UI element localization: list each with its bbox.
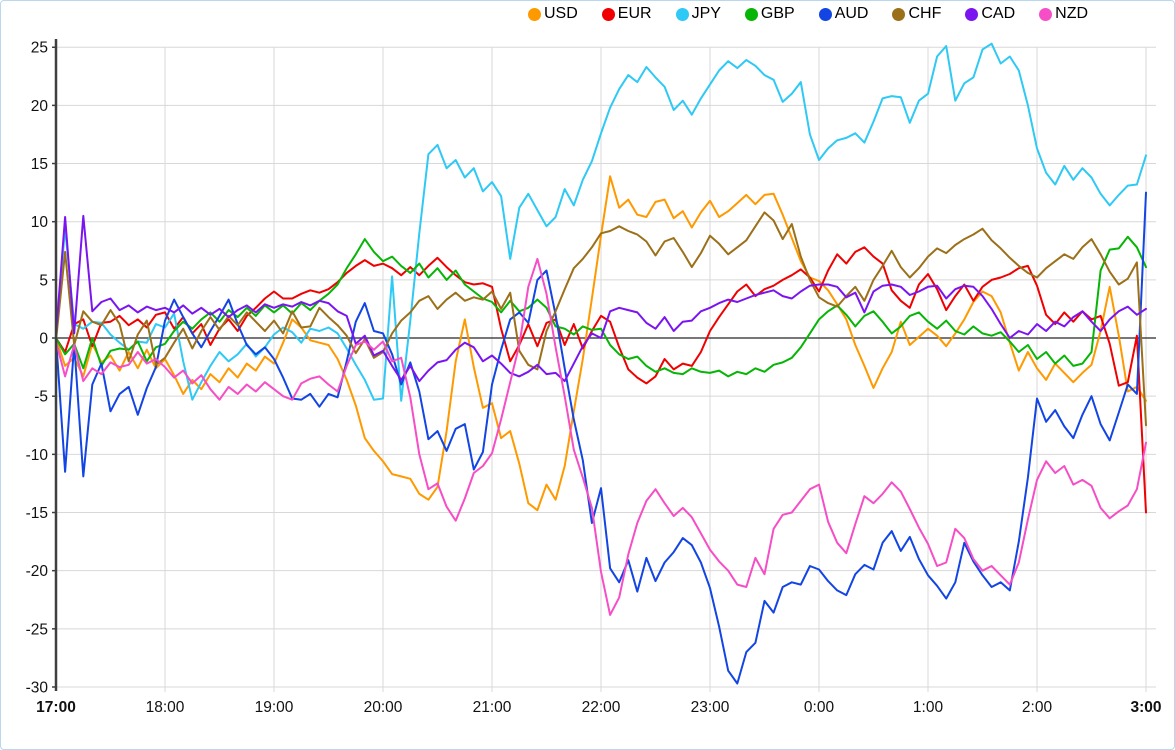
legend-label: NZD <box>1055 5 1089 22</box>
x-tick-label: 0:00 <box>804 699 835 716</box>
x-tick-label: 20:00 <box>364 699 403 716</box>
legend-dot-USD <box>528 7 541 21</box>
legend-item-CHF[interactable]: CHF <box>892 5 941 23</box>
y-tick-label: -25 <box>26 621 48 638</box>
legend-label: EUR <box>617 5 652 22</box>
legend-item-AUD[interactable]: AUD <box>818 5 869 23</box>
x-tick-label: 3:00 <box>1130 699 1161 716</box>
y-tick-label: 15 <box>31 156 48 173</box>
y-tick-label: 20 <box>31 98 49 115</box>
y-tick-label: 10 <box>31 214 49 231</box>
series-line-JPY <box>55 42 1147 402</box>
legend-label: AUD <box>834 5 869 22</box>
series-line-NZD <box>55 257 1147 616</box>
x-tick-label: 17:00 <box>36 699 76 716</box>
y-tick-label: -10 <box>26 447 49 464</box>
chart-legend: USD EUR JPY GBP AUD CHF CAD NZD <box>528 5 1088 23</box>
legend-item-EUR[interactable]: EUR <box>601 5 652 23</box>
y-tick-label: -30 <box>26 680 49 697</box>
y-tick-label: -20 <box>26 563 49 580</box>
series-line-USD <box>55 175 1147 512</box>
legend-dot-GBP <box>744 7 758 21</box>
legend-dot-NZD <box>1039 7 1053 21</box>
x-tick-label: 22:00 <box>582 699 621 716</box>
legend-item-CAD[interactable]: CAD <box>965 5 1015 23</box>
series-line-EUR <box>55 246 1147 514</box>
x-tick-label: 2:00 <box>1022 699 1053 716</box>
legend-item-JPY[interactable]: JPY <box>675 5 721 23</box>
legend-item-USD[interactable]: USD <box>528 5 578 23</box>
y-tick-label: -5 <box>34 389 48 406</box>
y-tick-label: 0 <box>39 331 48 348</box>
legend-item-GBP[interactable]: GBP <box>744 5 795 23</box>
legend-label: CAD <box>981 5 1016 22</box>
x-tick-label: 18:00 <box>146 699 185 716</box>
y-tick-label: -15 <box>26 505 48 522</box>
x-tick-label: 21:00 <box>473 699 512 716</box>
legend-item-NZD[interactable]: NZD <box>1039 5 1088 23</box>
legend-dot-EUR <box>601 7 615 21</box>
legend-label: USD <box>544 5 578 22</box>
x-tick-label: 1:00 <box>913 699 944 716</box>
legend-label: GBP <box>760 5 795 22</box>
legend-dot-CHF <box>892 7 906 21</box>
legend-dot-AUD <box>818 7 832 21</box>
x-tick-label: 23:00 <box>691 699 730 716</box>
legend-label: CHF <box>908 5 942 22</box>
y-tick-label: 5 <box>39 272 48 289</box>
legend-dot-CAD <box>965 7 979 21</box>
series-line-CHF <box>55 211 1147 427</box>
legend-dot-JPY <box>675 7 689 21</box>
y-tick-label: 25 <box>31 40 48 57</box>
legend-label: JPY <box>691 5 721 22</box>
series-line-CAD <box>55 214 1147 383</box>
series-line-GBP <box>55 235 1147 378</box>
x-tick-label: 19:00 <box>255 699 294 716</box>
